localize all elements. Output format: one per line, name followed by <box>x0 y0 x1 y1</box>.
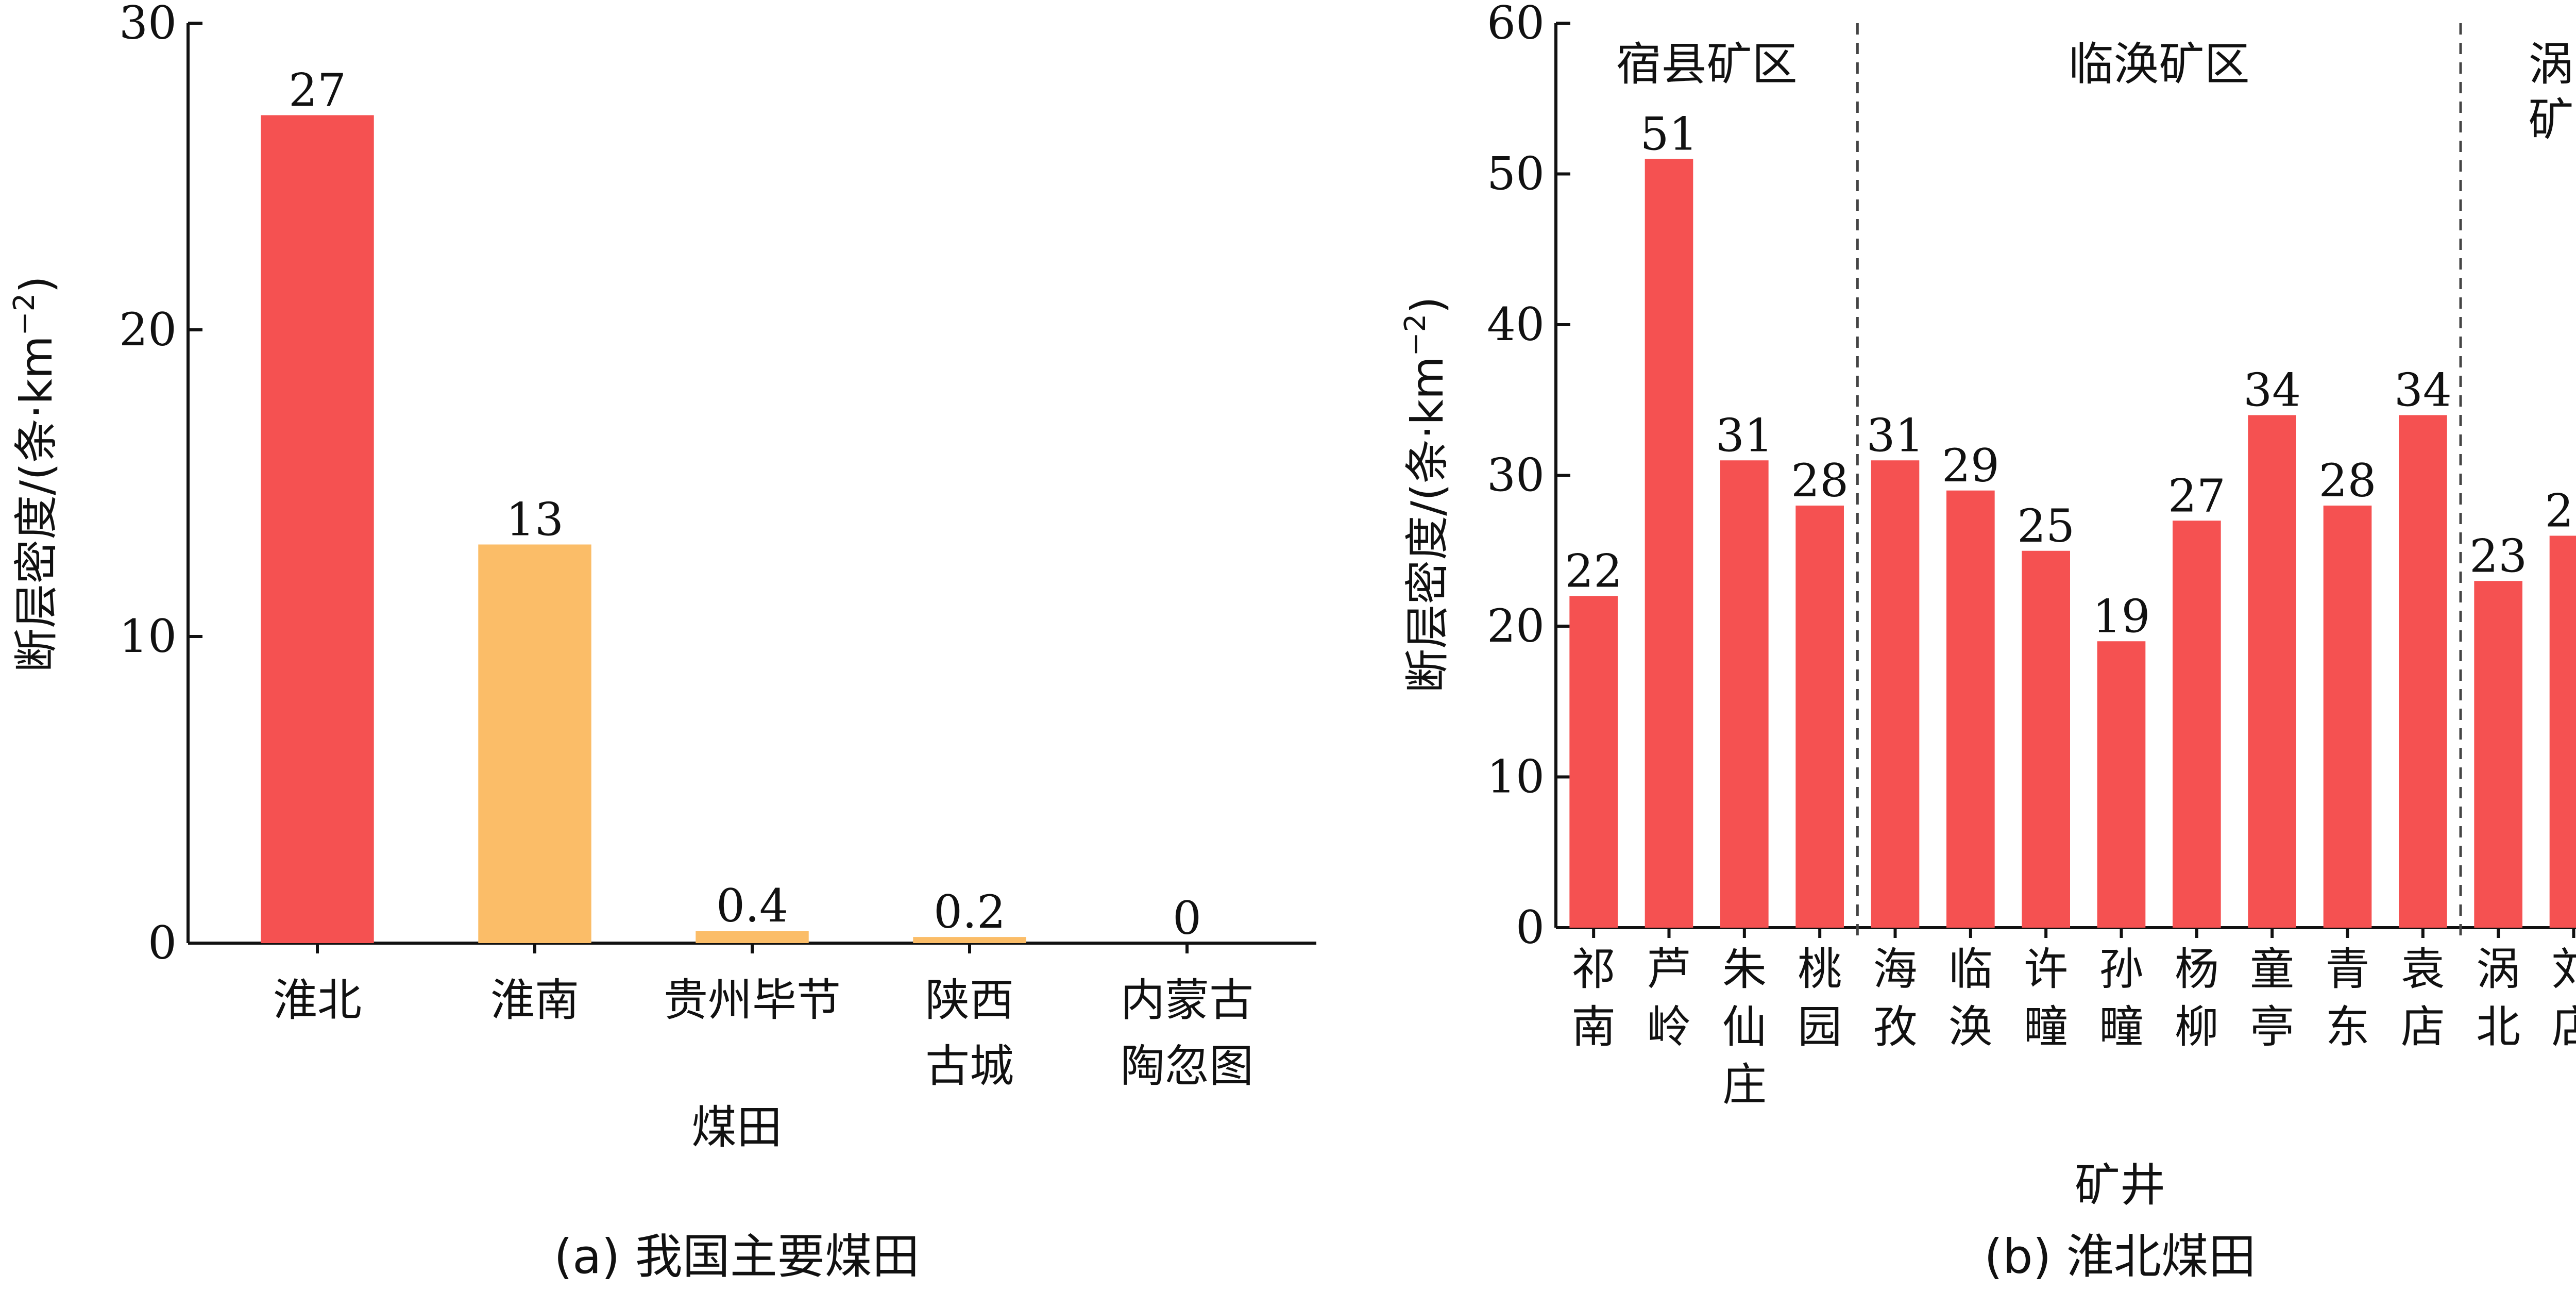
bar <box>1569 596 1618 928</box>
bar <box>1720 460 1769 928</box>
chart-b: 断层密度/(条·km−2) 矿井 (b) 淮北煤田 0 10 20 30 40 50 60 2… <box>1399 0 2576 1284</box>
value-label: 19 <box>2093 590 2150 643</box>
category-label: 孙 <box>2099 944 2144 995</box>
category-label: 临 <box>1948 944 1993 995</box>
y-tick-label: 0 <box>148 916 177 969</box>
value-label: 0 <box>1173 892 1201 945</box>
category-label: 柳 <box>2175 1001 2219 1053</box>
y-tick-label: 20 <box>119 303 177 356</box>
category-label: 亭 <box>2250 1001 2294 1053</box>
bar <box>2323 506 2372 928</box>
category-label: 内蒙古 <box>1121 975 1253 1026</box>
value-label: 23 <box>2469 529 2527 582</box>
category-label: 贵州毕节 <box>664 975 841 1026</box>
category-label: 园 <box>1798 1001 1842 1053</box>
bar <box>913 937 1026 943</box>
y-tick-label: 20 <box>1487 599 1545 652</box>
chart-a-caption: (a) 我国主要煤田 <box>554 1229 919 1284</box>
group-label: 临涣矿区 <box>2069 38 2250 91</box>
group-label: 涡阳 <box>2528 38 2576 91</box>
category-label: 祁 <box>1571 944 1616 995</box>
chart-b-xlabel: 矿井 <box>2075 1159 2165 1212</box>
y-tick-label: 10 <box>119 610 177 663</box>
category-label: 疃 <box>2099 1001 2144 1053</box>
chart-a-xlabel: 煤田 <box>691 1101 782 1154</box>
category-label: 仙 <box>1722 1001 1767 1053</box>
y-tick-label: 30 <box>119 0 177 49</box>
value-label: 22 <box>1565 545 1622 598</box>
category-label: 北 <box>2476 1001 2520 1053</box>
category-label: 芦 <box>1647 944 1691 995</box>
category-label: 疃 <box>2024 1001 2068 1053</box>
category-label: 东 <box>2326 1001 2370 1053</box>
category-label: 涣 <box>1948 1001 1993 1053</box>
category-label: 淮北 <box>273 975 362 1026</box>
category-label: 朱 <box>1722 944 1767 995</box>
value-label: 51 <box>1640 107 1698 160</box>
value-label: 31 <box>1716 409 1773 462</box>
category-label: 陕西 <box>925 975 1014 1026</box>
bar <box>1871 460 1920 928</box>
category-label: 青 <box>2326 944 2370 995</box>
category-label: 陶忽图 <box>1121 1041 1253 1092</box>
value-label: 29 <box>1942 439 1999 492</box>
y-tick-label: 50 <box>1487 147 1545 200</box>
value-label: 31 <box>1867 409 1924 462</box>
bar <box>2097 641 2146 928</box>
value-label: 34 <box>2394 364 2452 417</box>
category-label: 童 <box>2250 944 2294 995</box>
bar <box>1795 506 1844 928</box>
category-label: 店 <box>2401 1001 2445 1053</box>
bar <box>261 115 374 943</box>
y-tick-label: 30 <box>1487 449 1545 502</box>
bar <box>2248 415 2296 928</box>
value-label: 27 <box>289 64 346 117</box>
bar <box>2399 415 2447 928</box>
bar <box>2173 521 2221 928</box>
bar <box>696 931 809 943</box>
value-label: 13 <box>506 493 564 546</box>
category-label: 袁 <box>2401 944 2445 995</box>
bar <box>1946 490 1995 928</box>
category-label: 店 <box>2552 1001 2576 1053</box>
category-label: 淮南 <box>490 975 579 1026</box>
y-tick-label: 40 <box>1487 298 1545 351</box>
value-label: 25 <box>2017 499 2075 552</box>
value-label: 28 <box>1791 454 1849 507</box>
bar <box>2022 550 2070 928</box>
bar <box>2549 535 2576 928</box>
category-label: 岭 <box>1647 1001 1691 1053</box>
value-label: 27 <box>2168 469 2226 522</box>
chart-a: 断层密度/(条·km−2) 煤田 (a) 我国主要煤田 0 10 20 30 27 淮北 1… <box>8 0 1316 1284</box>
category-label: 海 <box>1873 944 1918 995</box>
chart-b-ylabel: 断层密度/(条·km−2) <box>1399 296 1453 693</box>
value-label: 0.2 <box>934 885 1006 938</box>
value-label: 26 <box>2545 484 2576 538</box>
category-label: 古城 <box>925 1041 1014 1092</box>
value-label: 28 <box>2319 454 2377 507</box>
y-tick-label: 60 <box>1487 0 1545 49</box>
bar <box>2474 581 2522 928</box>
bar <box>1645 159 1693 928</box>
y-tick-label: 10 <box>1487 750 1545 803</box>
category-label: 桃 <box>1798 944 1842 995</box>
category-label: 庄 <box>1722 1059 1767 1111</box>
category-label: 涡 <box>2476 944 2520 995</box>
value-label: 0.4 <box>716 879 788 932</box>
chart-a-ylabel: 断层密度/(条·km−2) <box>8 276 62 673</box>
category-label: 刘 <box>2552 944 2576 995</box>
chart-b-caption: (b) 淮北煤田 <box>1984 1229 2256 1284</box>
group-label: 宿县矿区 <box>1616 38 1798 91</box>
y-tick-label: 0 <box>1516 901 1545 954</box>
value-label: 34 <box>2243 364 2301 417</box>
category-label: 南 <box>1571 1001 1616 1053</box>
category-label: 许 <box>2024 944 2068 995</box>
category-label: 杨 <box>2175 944 2219 995</box>
category-label: 孜 <box>1873 1001 1918 1053</box>
group-label: 矿区 <box>2528 93 2576 146</box>
bar <box>478 544 591 943</box>
